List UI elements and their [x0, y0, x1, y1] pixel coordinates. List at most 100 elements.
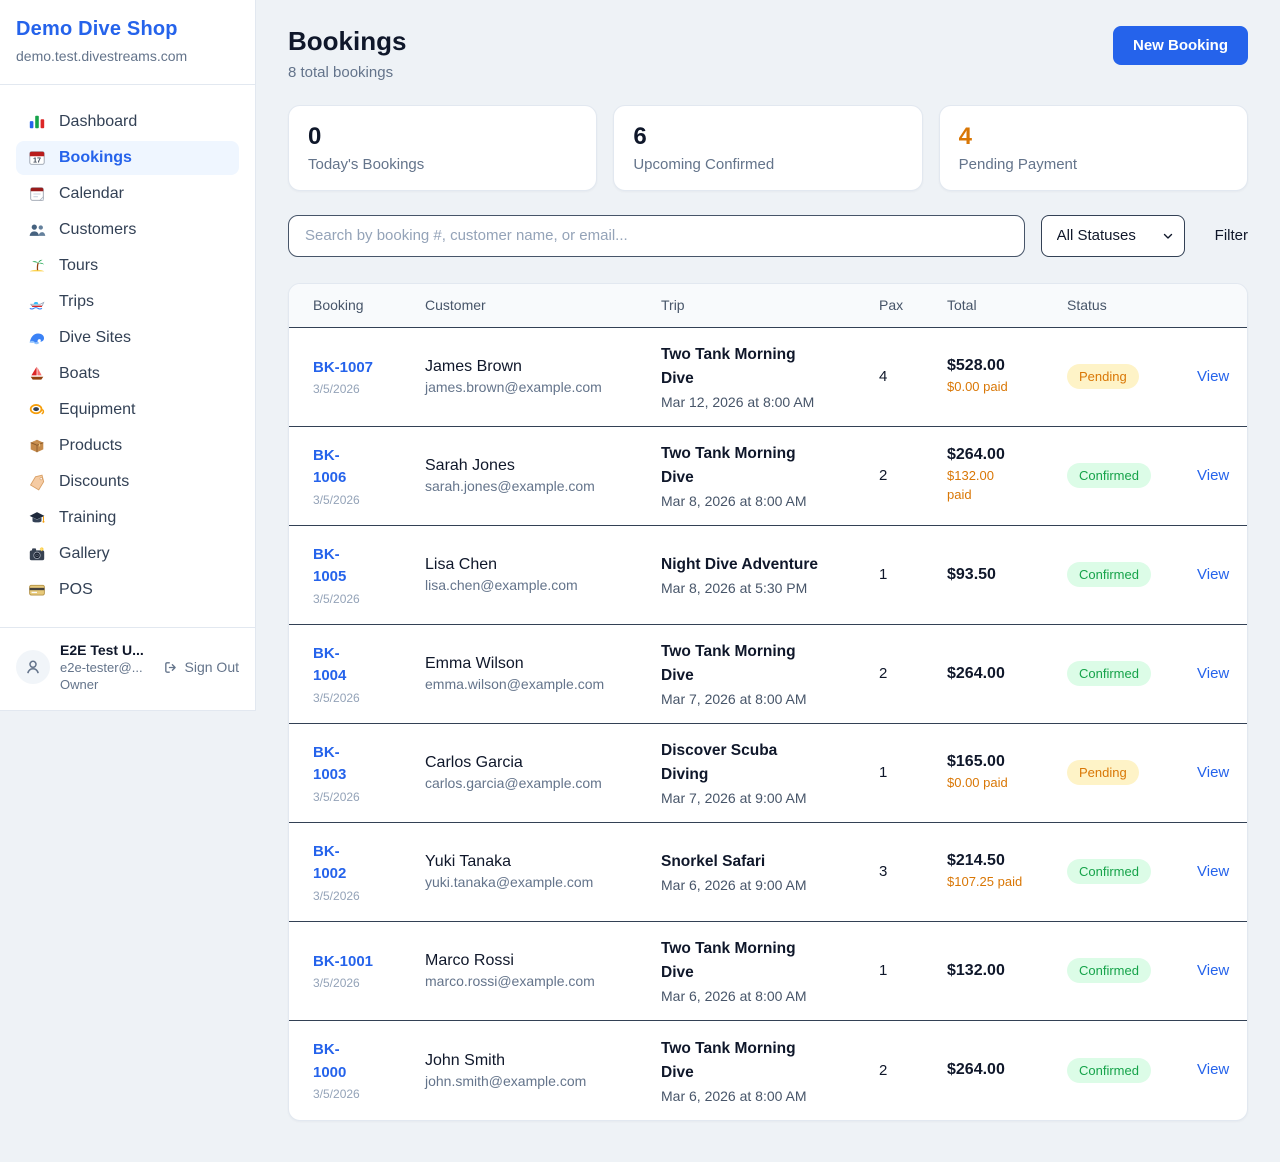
- table-header-row: Booking Customer Trip Pax Total Status: [289, 283, 1247, 328]
- user-email: e2e-tester@...: [60, 660, 143, 675]
- status-cell: Confirmed: [1067, 1057, 1197, 1083]
- trip-cell: Snorkel Safari Mar 6, 2026 at 9:00 AM: [661, 850, 879, 893]
- trip-datetime: Mar 7, 2026 at 8:00 AM: [661, 691, 807, 708]
- new-booking-button[interactable]: New Booking: [1112, 26, 1248, 65]
- trip-name: Two Tank Morning Dive: [661, 1039, 796, 1081]
- customer-name: Emma Wilson: [425, 655, 524, 673]
- sidebar-item-calendar[interactable]: Calendar: [16, 177, 239, 211]
- view-cell: View: [1197, 863, 1229, 881]
- dive-sites-icon: [28, 329, 46, 347]
- sidebar-item-dive-sites[interactable]: Dive Sites: [16, 321, 239, 355]
- booking-id-link[interactable]: BK- 1003: [313, 743, 347, 784]
- filter-button[interactable]: Filter: [1214, 227, 1248, 245]
- page-header: Bookings 8 total bookings New Booking: [288, 26, 1248, 81]
- avatar: [16, 650, 50, 684]
- trip-name: Two Tank Morning Dive: [661, 346, 796, 388]
- brand: Demo Dive Shop demo.test.divestreams.com: [0, 0, 255, 85]
- sidebar-item-label: Dashboard: [59, 113, 138, 130]
- total-amount: $93.50: [947, 565, 996, 583]
- trip-cell: Discover Scuba Diving Mar 7, 2026 at 9:00…: [661, 739, 879, 806]
- sidebar-item-label: Discounts: [59, 473, 130, 490]
- status-cell: Pending: [1067, 364, 1197, 390]
- filter-row: All Statuses Filter: [288, 214, 1248, 257]
- sidebar-item-boats[interactable]: Boats: [16, 357, 239, 391]
- status-badge: Confirmed: [1067, 958, 1151, 984]
- sign-out-button[interactable]: Sign Out: [162, 659, 239, 676]
- stat-label: Upcoming Confirmed: [633, 155, 775, 173]
- sidebar-item-bookings[interactable]: 17 Bookings: [16, 141, 239, 175]
- view-link[interactable]: View: [1197, 565, 1230, 583]
- svg-text:17: 17: [33, 156, 41, 165]
- booking-id-link[interactable]: BK-1007: [313, 358, 374, 376]
- customer-email: sarah.jones@example.com: [425, 478, 595, 495]
- booking-id-link[interactable]: BK- 1005: [313, 545, 347, 586]
- view-link[interactable]: View: [1197, 664, 1230, 682]
- table-row: BK- 1002 3/5/2026 Yuki Tanaka yuki.tanaka…: [289, 823, 1247, 922]
- total-amount: $528.00: [947, 356, 1005, 374]
- sidebar-item-training[interactable]: Training: [16, 501, 239, 535]
- total-amount: $264.00: [947, 446, 1005, 464]
- trip-name: Snorkel Safari: [661, 853, 766, 871]
- status-badge: Confirmed: [1067, 562, 1151, 588]
- page-title: Bookings: [288, 26, 407, 56]
- total-paid: $107.25 paid: [947, 873, 1023, 889]
- customer-name: Sarah Jones: [425, 457, 515, 475]
- sign-out-icon: [162, 659, 179, 676]
- trip-datetime: Mar 8, 2026 at 8:00 AM: [661, 493, 807, 510]
- sidebar-item-equipment[interactable]: Equipment: [16, 393, 239, 427]
- table-row: BK- 1004 3/5/2026 Emma Wilson emma.wilson…: [289, 625, 1247, 724]
- status-badge: Pending: [1067, 760, 1139, 786]
- pax-cell: 3: [879, 863, 888, 881]
- sidebar-item-trips[interactable]: Trips: [16, 285, 239, 319]
- trip-name: Discover Scuba Diving: [661, 742, 778, 784]
- table-row: BK-1001 3/5/2026 Marco Rossi marco.rossi…: [289, 922, 1247, 1021]
- booking-date: 3/5/2026: [313, 591, 360, 606]
- view-link[interactable]: View: [1197, 367, 1230, 385]
- trips-icon: [28, 293, 46, 311]
- user-section: E2E Test U... e2e-tester@... Owner Sign …: [0, 627, 255, 710]
- booking-date: 3/5/2026: [313, 976, 360, 991]
- customer-cell: James Brown james.brown@example.com: [425, 358, 661, 395]
- sidebar-item-discounts[interactable]: Discounts: [16, 465, 239, 499]
- sidebar-item-dashboard[interactable]: Dashboard: [16, 105, 239, 139]
- trip-cell: Two Tank Morning Dive Mar 7, 2026 at 8:00…: [661, 640, 879, 707]
- column-header-status: Status: [1067, 297, 1107, 314]
- sidebar-item-customers[interactable]: Customers: [16, 213, 239, 247]
- brand-name: Demo Dive Shop: [16, 18, 178, 40]
- booking-id-link[interactable]: BK- 1000: [313, 1041, 347, 1081]
- view-link[interactable]: View: [1197, 1061, 1230, 1079]
- column-header-pax: Pax: [879, 297, 904, 314]
- stat-value: 4: [958, 123, 973, 150]
- stat-label: Today's Bookings: [308, 155, 425, 173]
- training-icon: [28, 509, 46, 527]
- sidebar-item-gallery[interactable]: Gallery: [16, 537, 239, 571]
- booking-date: 3/5/2026: [313, 1087, 360, 1102]
- view-link[interactable]: View: [1197, 961, 1230, 979]
- equipment-icon: [28, 401, 46, 419]
- search-input[interactable]: [288, 214, 1025, 257]
- total-amount: $165.00: [947, 752, 1005, 770]
- customer-cell: Lisa Chen lisa.chen@example.com: [425, 556, 661, 593]
- total-cell: $264.00: [947, 665, 1067, 683]
- booking-id-link[interactable]: BK- 1006: [313, 446, 347, 487]
- sidebar-item-label: Training: [59, 509, 117, 526]
- sidebar-item-tours[interactable]: Tours: [16, 249, 239, 283]
- customer-email: lisa.chen@example.com: [425, 577, 578, 594]
- booking-cell: BK-1007 3/5/2026: [313, 357, 425, 397]
- status-select[interactable]: All Statuses: [1040, 214, 1185, 257]
- booking-id-link[interactable]: BK- 1004: [313, 644, 347, 685]
- view-link[interactable]: View: [1197, 466, 1230, 484]
- view-link[interactable]: View: [1197, 763, 1230, 781]
- table-row: BK-1007 3/5/2026 James Brown james.brown…: [289, 328, 1247, 427]
- sidebar-item-label: Trips: [59, 293, 94, 310]
- sidebar-item-products[interactable]: Products: [16, 429, 239, 463]
- products-icon: [28, 437, 46, 455]
- booking-id-link[interactable]: BK-1001: [313, 952, 374, 970]
- sidebar-item-pos[interactable]: POS: [16, 573, 239, 607]
- trip-name: Night Dive Adventure: [661, 556, 819, 574]
- view-link[interactable]: View: [1197, 862, 1230, 880]
- booking-id-link[interactable]: BK- 1002: [313, 842, 347, 883]
- booking-date: 3/5/2026: [313, 382, 360, 397]
- customer-cell: Emma Wilson emma.wilson@example.com: [425, 655, 661, 692]
